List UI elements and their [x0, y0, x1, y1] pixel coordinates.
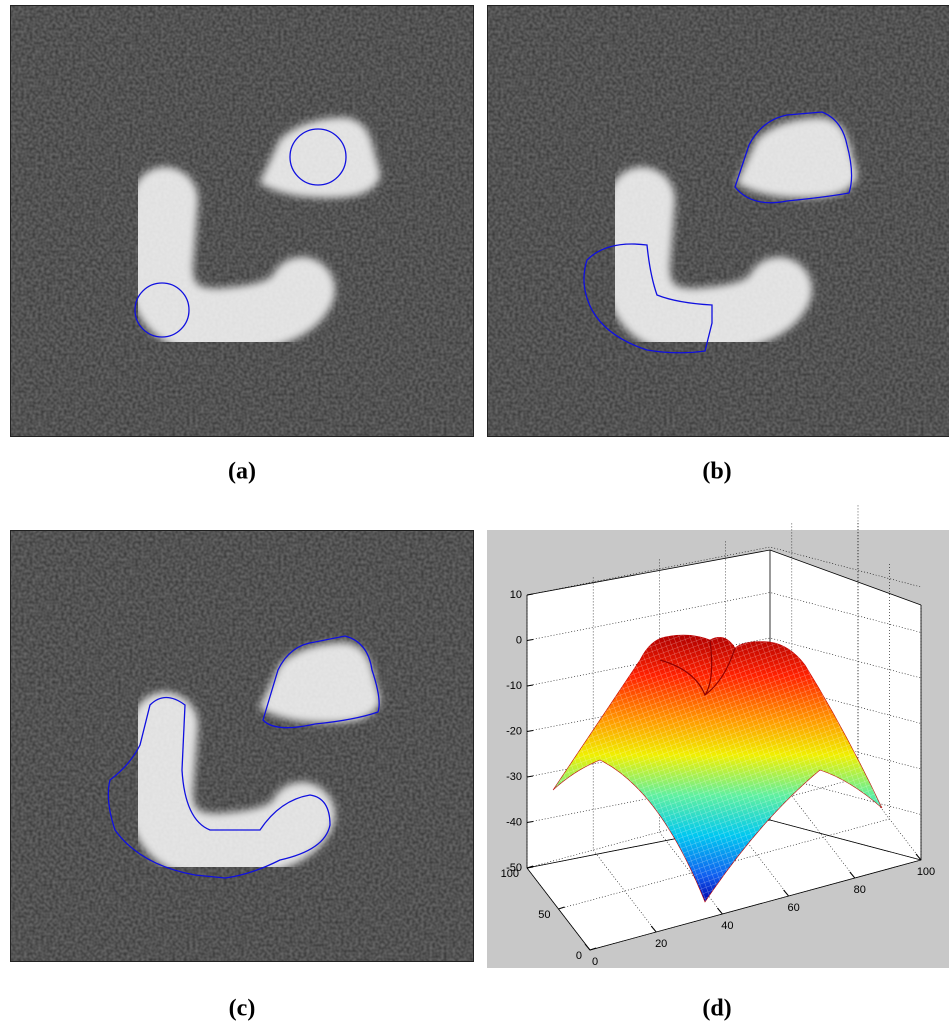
x-tick-label: 0: [592, 956, 598, 968]
page: (a) (b) (c) (d) 100-10-20-30-40-50050100…: [0, 0, 949, 1030]
caption: (b): [702, 459, 731, 485]
x-tick-label: 80: [854, 884, 866, 896]
z-tick-label: 10: [510, 589, 522, 601]
z-tick-label: -20: [506, 725, 522, 737]
figure: (a) (b) (c) (d) 100-10-20-30-40-50050100…: [0, 0, 949, 1030]
z-tick-label: -10: [506, 680, 522, 692]
z-tick-label: -30: [506, 771, 522, 783]
caption: (c): [229, 996, 256, 1022]
panel-c: [10, 530, 474, 962]
y-tick-label: 0: [576, 950, 582, 962]
x-tick-label: 100: [917, 866, 935, 878]
z-tick-label: 0: [516, 634, 522, 646]
caption: (d): [702, 996, 731, 1022]
x-tick-label: 20: [655, 938, 667, 950]
caption: (a): [228, 459, 256, 485]
panel-d: [487, 505, 949, 968]
panel-b: [487, 5, 949, 437]
y-tick-label: 100: [501, 868, 519, 880]
x-tick-label: 60: [787, 902, 799, 914]
panel-a: [10, 5, 474, 437]
y-tick-label: 50: [538, 909, 550, 921]
x-tick-label: 40: [721, 920, 733, 932]
z-tick-label: -40: [506, 816, 522, 828]
